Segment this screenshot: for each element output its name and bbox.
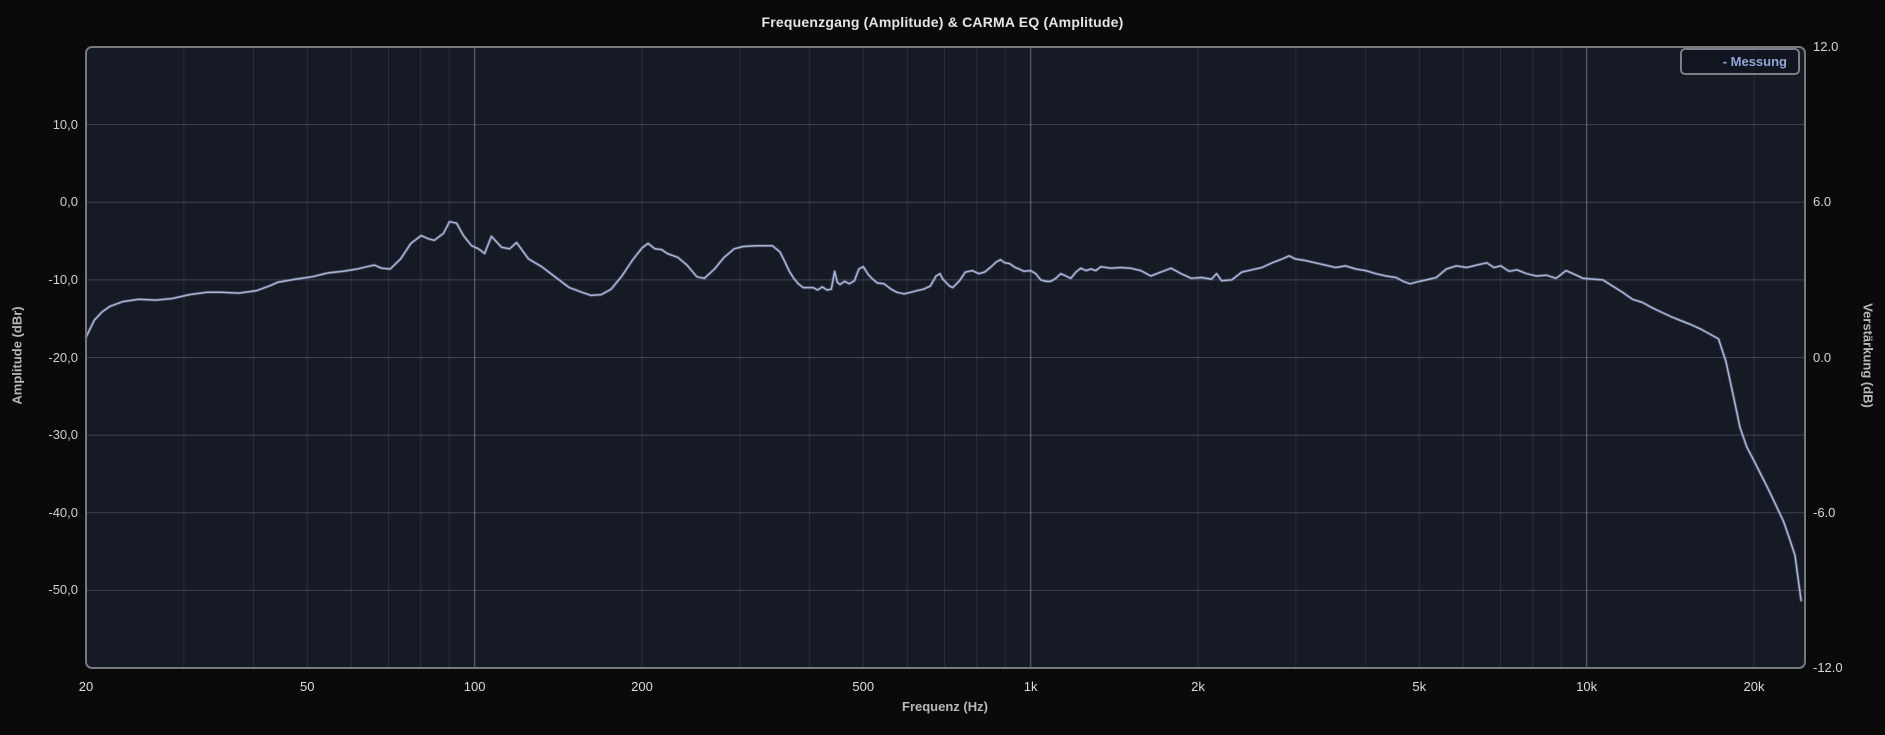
bottom-axis-tick-label: 10k [1576, 679, 1598, 694]
bottom-axis-tick-label: 100 [463, 679, 486, 694]
bottom-axis-tick-label: 5k [1412, 679, 1427, 694]
left-axis-tick-label: -40,0 [48, 504, 78, 520]
chart-title: Frequenzgang (Amplitude) & CARMA EQ (Amp… [761, 14, 1124, 30]
right-axis-tick-label: -12.0 [1813, 660, 1843, 675]
bottom-axis-tick-label: 1k [1023, 679, 1038, 694]
left-axis-tick-label: -10,0 [48, 271, 78, 287]
bottom-axis-tick-label: 20 [78, 679, 94, 694]
plot-background [86, 47, 1805, 668]
measurement-curve [85, 220, 1802, 602]
legend-box: - Messung [1680, 48, 1800, 75]
bottom-axis-tick-label: 2k [1191, 679, 1205, 694]
bottom-axis-tick-label: 50 [300, 679, 315, 694]
right-axis-tick-label: -6.0 [1813, 504, 1836, 520]
bottom-axis-title: Frequenz (Hz) [902, 699, 988, 714]
right-axis-title: Verstärkung (dB) [1860, 303, 1876, 408]
left-axis-tick-label: -50,0 [48, 582, 78, 598]
bottom-axis-tick-label: 500 [852, 679, 875, 694]
right-axis-tick-label: 6.0 [1813, 194, 1832, 210]
legend-item-messung[interactable]: - Messung [1722, 54, 1787, 69]
left-axis-tick-label: -30,0 [48, 427, 78, 443]
right-axis-tick-label: 0.0 [1813, 349, 1832, 365]
bottom-axis-tick-label: 200 [631, 679, 653, 694]
right-axis-tick-label: 12.0 [1813, 39, 1839, 54]
left-axis-title: Amplitude (dBr) [9, 306, 25, 405]
left-axis-tick-label: 10,0 [52, 116, 78, 132]
plot-border [85, 46, 1806, 669]
left-axis-tick-label: 0,0 [59, 194, 78, 210]
bottom-axis-tick-label: 20k [1743, 679, 1765, 694]
left-axis-tick-label: -20,0 [48, 349, 78, 365]
